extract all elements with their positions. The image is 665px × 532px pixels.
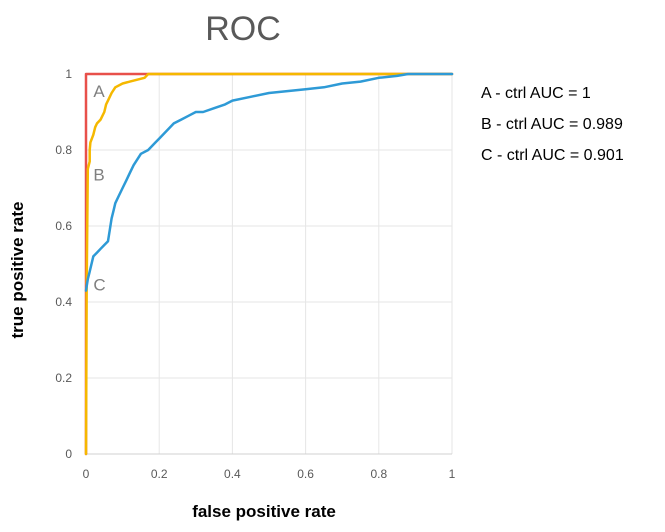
series-line-b — [84, 72, 454, 456]
series-line-a — [84, 72, 454, 456]
legend-entry-b: B - ctrl AUC = 0.989 — [481, 116, 623, 133]
x-tick-label: 0.6 — [297, 467, 314, 481]
x-axis-label: false positive rate — [192, 502, 336, 521]
y-tick-label: 1 — [65, 67, 72, 81]
x-tick-label: 0 — [83, 467, 90, 481]
chart-title: ROC — [205, 10, 281, 48]
labels-layer: ROC A B C — [93, 10, 280, 295]
x-tick-label: 0.4 — [224, 467, 241, 481]
curve-label-b: B — [93, 165, 104, 184]
legend-entry-a: A - ctrl AUC = 1 — [481, 85, 591, 102]
legend-entry-c: C - ctrl AUC = 0.901 — [481, 147, 624, 164]
x-tick-label: 0.2 — [151, 467, 168, 481]
y-tick-label: 0.2 — [55, 371, 72, 385]
axes-layer: 0 0.2 0.4 0.6 0.8 1 0 0.2 0.4 0.6 0.8 1 false positi… — [8, 67, 456, 521]
x-tick-label: 0.8 — [370, 467, 387, 481]
y-tick-label: 0.8 — [55, 143, 72, 157]
legend: A - ctrl AUC = 1 B - ctrl AUC = 0.989 C … — [481, 84, 624, 177]
curve-label-a: A — [93, 82, 105, 101]
series-line-c — [84, 72, 454, 292]
y-tick-label: 0.4 — [55, 295, 72, 309]
y-tick-label: 0.6 — [55, 219, 72, 233]
grid-layer — [85, 73, 453, 455]
y-axis-label: true positive rate — [8, 202, 27, 339]
x-tick-label: 1 — [449, 467, 456, 481]
curve-label-c: C — [93, 276, 105, 295]
y-tick-label: 0 — [65, 447, 72, 461]
series-layer — [84, 72, 454, 456]
